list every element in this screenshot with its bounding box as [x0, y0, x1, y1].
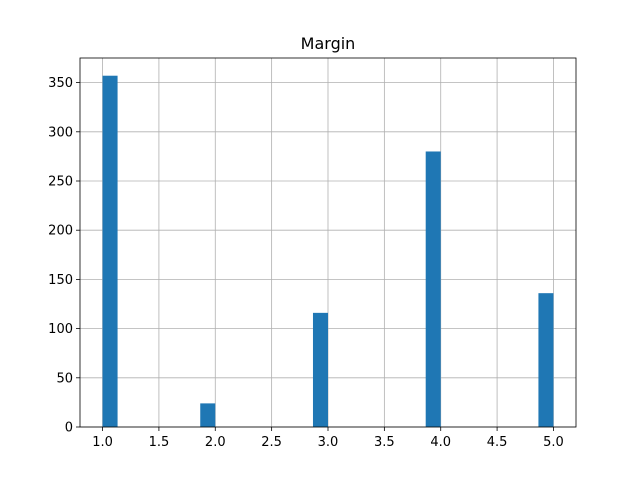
bars	[102, 75, 554, 428]
x-axis: 1.0 1.5 2.0 2.5 3.0 3.5 4.0 4.5 5.0	[92, 427, 564, 450]
y-tick-label: 350	[48, 76, 73, 91]
histogram-bar	[425, 151, 441, 428]
x-tick-label: 1.5	[149, 435, 170, 450]
y-tick-label: 50	[56, 371, 73, 386]
x-tick-label: 4.0	[430, 435, 451, 450]
x-tick-label: 1.0	[92, 435, 113, 450]
histogram-bar	[200, 403, 216, 427]
y-tick-label: 150	[48, 273, 73, 288]
grid	[80, 58, 576, 428]
histogram-bar	[312, 312, 328, 427]
x-tick-label: 5.0	[543, 435, 564, 450]
histogram-bar	[538, 293, 554, 427]
y-tick-label: 0	[65, 421, 73, 436]
y-axis: 0 50 100 150 200 250 300 350	[48, 76, 80, 436]
y-tick-label: 300	[48, 125, 73, 140]
y-tick-label: 250	[48, 175, 73, 190]
x-tick-label: 2.5	[261, 435, 282, 450]
x-tick-label: 3.0	[318, 435, 339, 450]
x-tick-label: 3.5	[374, 435, 395, 450]
x-tick-label: 4.5	[487, 435, 508, 450]
histogram-bar	[102, 75, 118, 427]
x-tick-label: 2.0	[205, 435, 226, 450]
chart-title: Margin	[301, 34, 356, 53]
y-tick-label: 200	[48, 224, 73, 239]
y-tick-label: 100	[48, 322, 73, 337]
